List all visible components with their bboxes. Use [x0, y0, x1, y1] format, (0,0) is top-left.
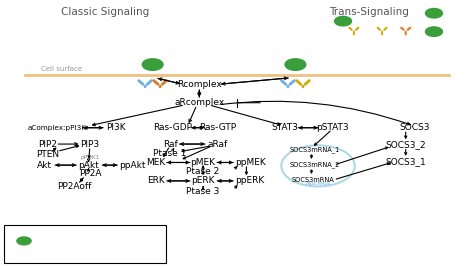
- Text: Ptase 3: Ptase 3: [186, 187, 220, 196]
- Text: PI3K: PI3K: [106, 123, 126, 132]
- Circle shape: [335, 16, 352, 26]
- Text: SOCS3_2: SOCS3_2: [385, 140, 426, 149]
- Text: Nucleus: Nucleus: [305, 181, 330, 186]
- Text: Ras-GTP: Ras-GTP: [199, 123, 236, 132]
- Text: PTEN: PTEN: [36, 150, 59, 159]
- Text: Raf: Raf: [163, 140, 177, 148]
- Text: PP2Aoff: PP2Aoff: [57, 182, 91, 191]
- Circle shape: [17, 237, 31, 245]
- Text: gp130: gp130: [117, 253, 141, 262]
- Text: ERK: ERK: [147, 176, 165, 185]
- Text: Rcomplex: Rcomplex: [177, 80, 222, 89]
- Text: ppAkt: ppAkt: [119, 161, 146, 170]
- Text: IL-6R: IL-6R: [47, 253, 67, 262]
- Text: SOCS3mRNA_1: SOCS3mRNA_1: [290, 147, 340, 153]
- Text: Ras-GDP: Ras-GDP: [153, 123, 192, 132]
- Text: SOCS3mRNA: SOCS3mRNA: [292, 177, 335, 183]
- Text: Ptase 1: Ptase 1: [154, 149, 187, 158]
- Text: pAkt: pAkt: [78, 161, 99, 170]
- Text: IL-6: IL-6: [17, 253, 31, 262]
- Text: SOCS3mRNA_2: SOCS3mRNA_2: [290, 162, 340, 168]
- Text: Cell surface: Cell surface: [41, 65, 82, 72]
- Text: SOCS3: SOCS3: [400, 123, 430, 132]
- Circle shape: [142, 59, 163, 70]
- Text: ppMEK: ppMEK: [235, 158, 265, 167]
- Text: pERK: pERK: [191, 176, 215, 185]
- Text: Akt: Akt: [37, 161, 52, 170]
- Text: aRaf: aRaf: [207, 140, 228, 148]
- Text: pPDK1: pPDK1: [80, 155, 100, 160]
- Text: sIL-6R: sIL-6R: [82, 253, 105, 262]
- Text: MEK: MEK: [146, 158, 165, 167]
- Text: Classic Signaling: Classic Signaling: [61, 7, 149, 17]
- Circle shape: [426, 27, 442, 36]
- Text: pSTAT3: pSTAT3: [316, 123, 348, 132]
- Text: Ptase 2: Ptase 2: [186, 167, 219, 176]
- Text: PIP2: PIP2: [38, 140, 57, 148]
- Text: aRcomplex: aRcomplex: [174, 98, 224, 107]
- Text: aComplex:pPI3K: aComplex:pPI3K: [27, 125, 86, 131]
- Text: Trans-Signaling: Trans-Signaling: [329, 7, 409, 17]
- Text: PP2A: PP2A: [79, 169, 101, 178]
- FancyBboxPatch shape: [4, 225, 166, 263]
- Text: pMEK: pMEK: [191, 158, 216, 167]
- Text: STAT3: STAT3: [272, 123, 299, 132]
- Text: SOCS3_1: SOCS3_1: [385, 157, 426, 166]
- Circle shape: [285, 59, 306, 70]
- Text: ppERK: ppERK: [236, 176, 265, 185]
- Text: PIP3: PIP3: [81, 140, 100, 148]
- Circle shape: [426, 9, 442, 18]
